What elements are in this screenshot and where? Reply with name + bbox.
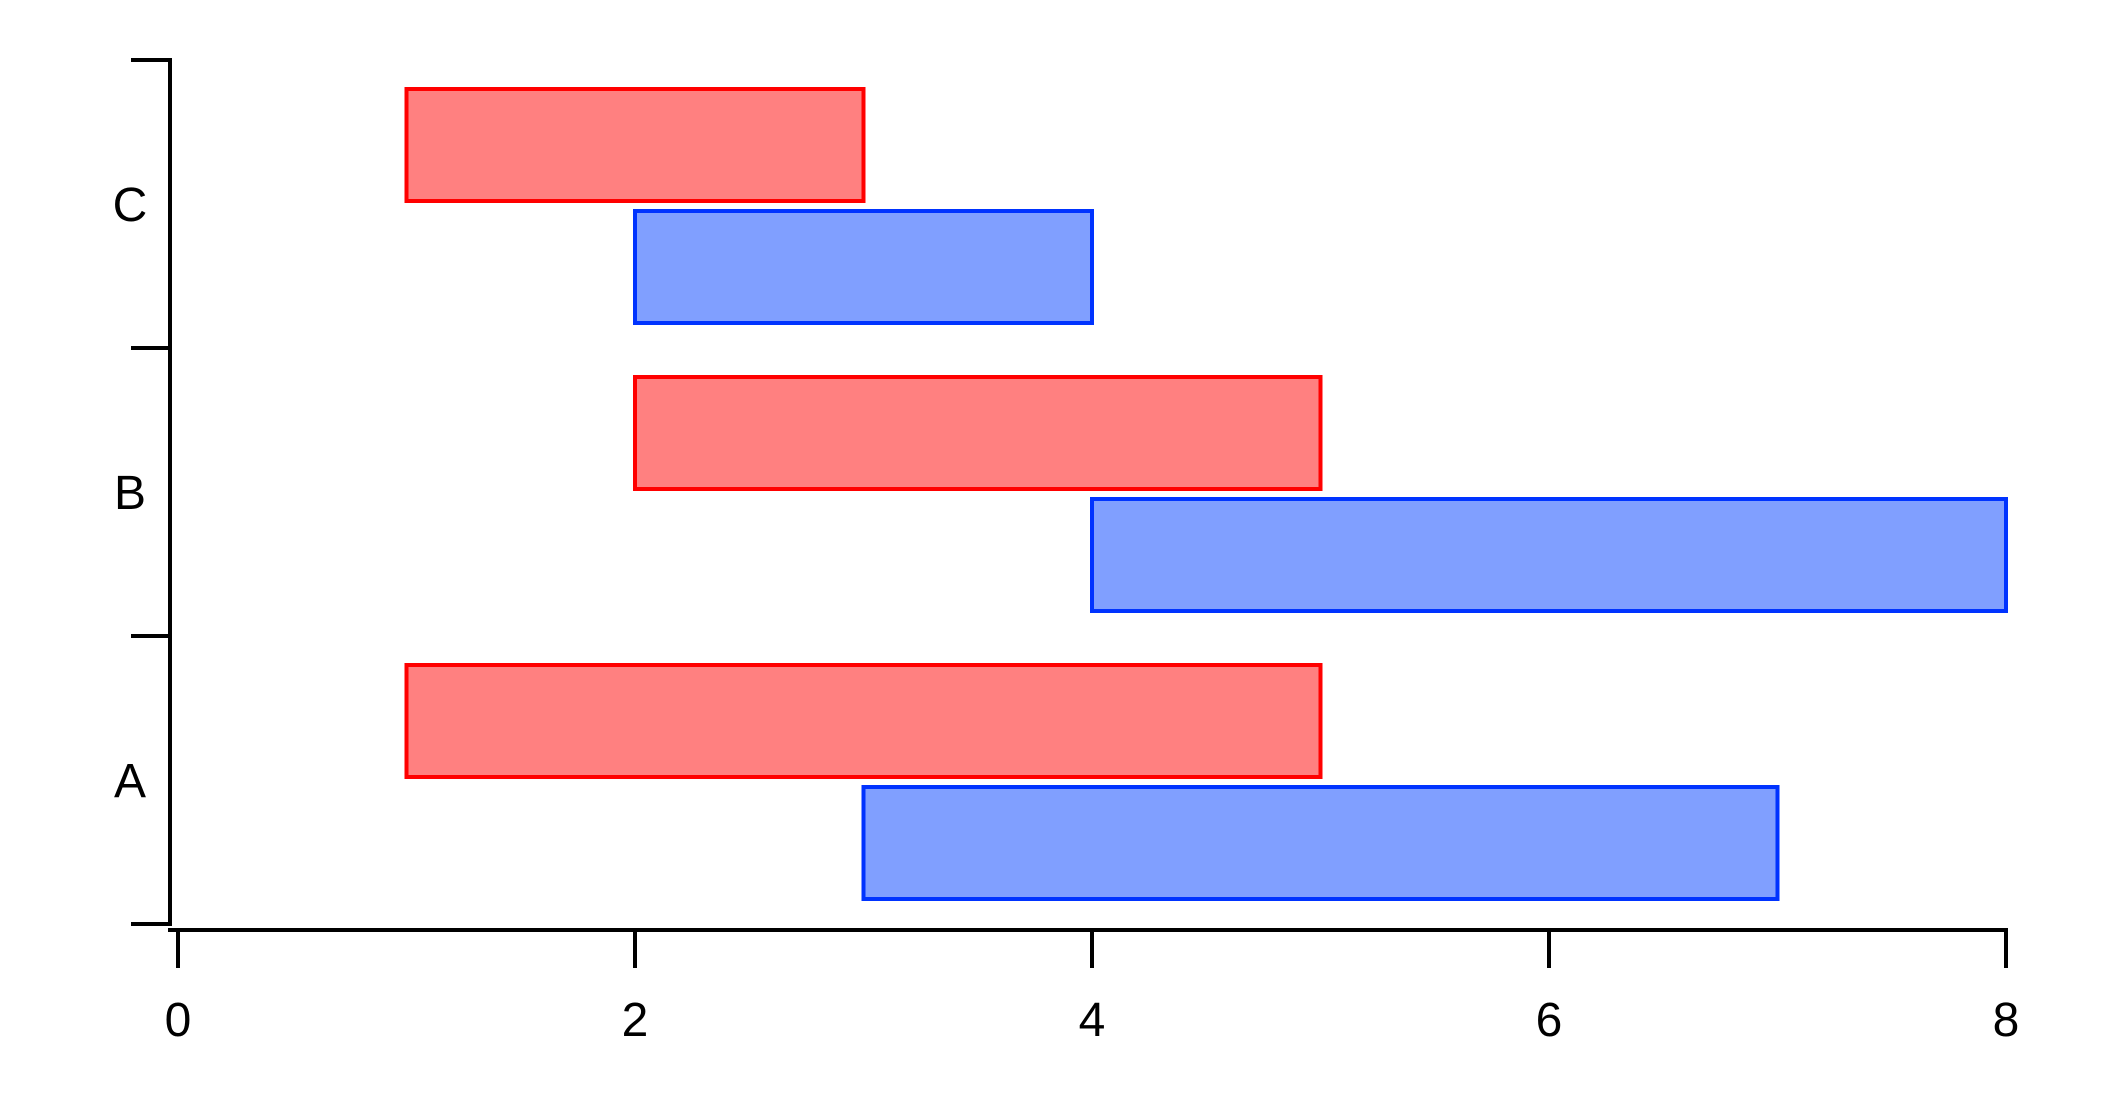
x-tick-label-2: 2	[622, 994, 649, 1047]
axes-layer: A B C 0 2 4 6 8	[113, 58, 2020, 1047]
x-tick-label-4: 4	[1079, 994, 1106, 1047]
bar-c-series-1	[404, 87, 866, 203]
y-tick-label-a: A	[114, 755, 146, 808]
x-tick-label-8: 8	[1993, 994, 2020, 1047]
bar-a-series-1	[404, 663, 1323, 779]
bar-a-series-2	[861, 785, 1780, 901]
bar-b-series-1	[633, 375, 1323, 491]
x-tick-label-0: 0	[165, 994, 192, 1047]
bars-layer	[404, 87, 2008, 901]
bar-c-series-2	[633, 209, 1094, 325]
bar-b-series-2	[1090, 497, 2008, 613]
y-tick-label-c: C	[113, 179, 148, 232]
x-tick-label-6: 6	[1536, 994, 1563, 1047]
y-tick-label-b: B	[114, 467, 146, 520]
